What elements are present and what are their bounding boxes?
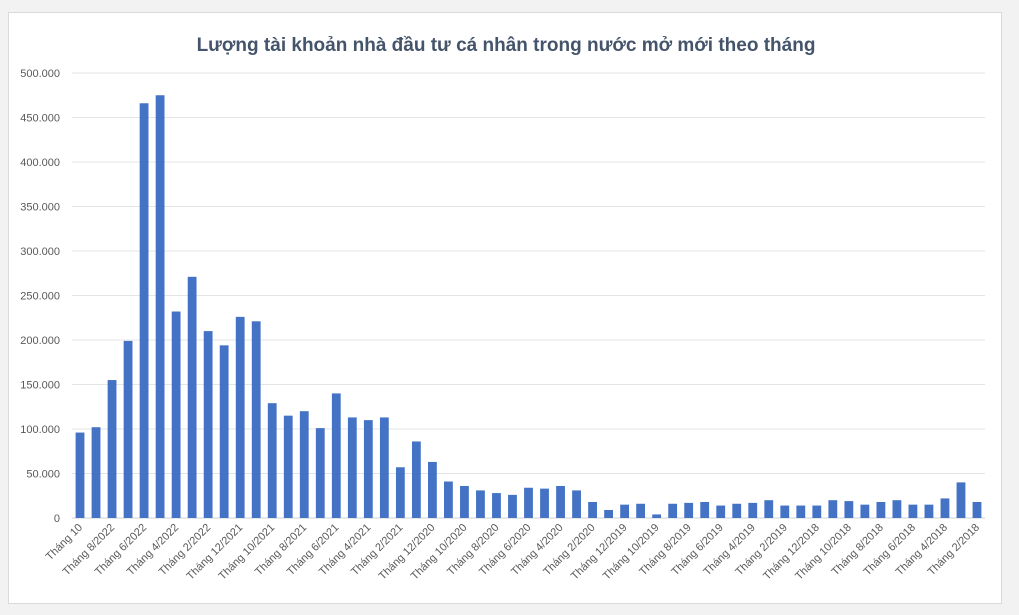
x-tick-label: Tháng 12/2020: [377, 522, 438, 583]
x-tick-label: Tháng 10/2018: [793, 522, 854, 583]
bar: [716, 505, 726, 518]
bar: [379, 417, 389, 518]
bar-chart: Lượng tài khoản nhà đầu tư cá nhân trong…: [20, 35, 985, 583]
bar: [251, 321, 261, 518]
x-tick-label: Tháng 12/2021: [184, 522, 245, 583]
bar: [363, 420, 373, 518]
bar: [331, 393, 341, 518]
bar: [219, 345, 229, 518]
bar: [508, 494, 517, 518]
bar: [684, 502, 694, 518]
bar: [908, 504, 918, 518]
y-tick-label: 200.000: [20, 335, 60, 347]
bar: [203, 331, 213, 518]
bar: [155, 95, 165, 518]
bar: [411, 441, 421, 518]
bar: [427, 461, 437, 518]
y-tick-label: 150.000: [20, 380, 60, 392]
bar: [844, 501, 854, 518]
bar: [187, 276, 197, 518]
bar: [940, 498, 950, 518]
bar: [476, 490, 485, 518]
y-tick-label: 500.000: [20, 68, 60, 80]
bar: [748, 502, 758, 518]
bar: [123, 340, 133, 518]
y-axis-ticks: 0 50.000 100.000 150.000 200.000 250.000 300.0…: [20, 68, 60, 525]
bar: [315, 428, 325, 518]
x-tick-label: Tháng 10/2020: [409, 522, 470, 583]
bar: [620, 504, 630, 518]
y-tick-label: 250.000: [20, 291, 60, 303]
y-tick-label: 300.000: [20, 246, 60, 258]
bar: [91, 427, 101, 518]
bar: [828, 500, 838, 518]
bar: [347, 417, 357, 518]
bar: [972, 501, 982, 518]
bar: [604, 509, 613, 518]
y-tick-label: 100.000: [20, 424, 60, 436]
bar: [395, 467, 405, 518]
y-tick-label: 350.000: [20, 202, 60, 214]
x-tick-label: Tháng 12/2019: [569, 522, 630, 583]
bar: [283, 415, 293, 518]
bar: [652, 514, 662, 518]
bar: [139, 103, 149, 518]
bar: [267, 403, 277, 518]
bar: [892, 500, 902, 518]
chart-title: Lượng tài khoản nhà đầu tư cá nhân trong…: [197, 35, 816, 56]
bar: [956, 482, 966, 518]
bar: [235, 316, 245, 518]
bar: [460, 485, 469, 518]
bar: [732, 503, 742, 518]
bar: [171, 311, 181, 518]
bar: [924, 504, 934, 518]
bar: [636, 503, 646, 518]
bar: [556, 485, 565, 518]
y-tick-label: 400.000: [20, 157, 60, 169]
chart-frame: Lượng tài khoản nhà đầu tư cá nhân trong…: [8, 12, 1002, 604]
y-tick-label: 450.000: [20, 113, 60, 125]
bar: [540, 488, 549, 518]
bar: [860, 504, 870, 518]
bar: [668, 503, 678, 518]
bar: [299, 411, 309, 518]
bar: [444, 481, 453, 518]
bars: [75, 95, 982, 518]
y-tick-label: 50.000: [26, 469, 60, 481]
bar: [572, 490, 581, 518]
bar: [107, 380, 117, 518]
bar: [75, 432, 85, 518]
bar: [700, 501, 710, 518]
bar: [876, 501, 886, 518]
bar: [492, 493, 501, 518]
x-tick-label: Tháng 10/2019: [601, 522, 662, 583]
x-tick-label: Tháng 10/2021: [217, 522, 278, 583]
bar: [524, 487, 533, 518]
x-tick-label: Tháng 12/2018: [761, 522, 822, 583]
bar: [764, 500, 774, 518]
bar: [796, 505, 806, 518]
y-tick-label: 0: [54, 513, 60, 525]
bar: [588, 501, 597, 518]
bar: [780, 505, 790, 518]
bar: [812, 505, 822, 518]
